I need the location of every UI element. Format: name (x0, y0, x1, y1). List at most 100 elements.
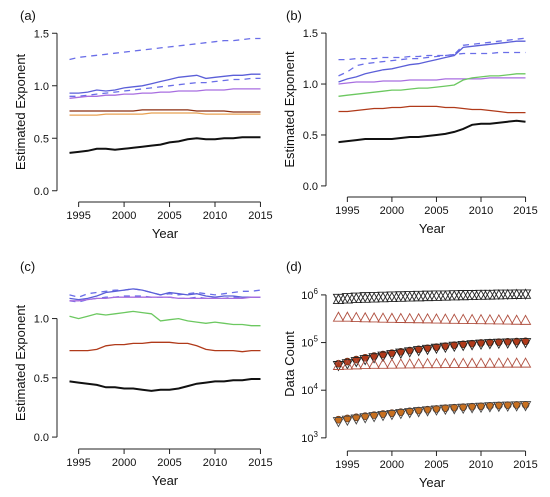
data-point (386, 409, 398, 421)
data-point (332, 293, 345, 304)
data-point (448, 290, 461, 301)
data-point (457, 403, 469, 415)
data-point (512, 401, 521, 409)
panel-2: (b) 1995 2000 2005 2010 2015 Year 0.0 0.5 1.0 1.5 E… (282, 8, 538, 236)
data-point (475, 339, 487, 350)
data-point (368, 353, 380, 364)
y-tick-label: 104 (301, 382, 318, 397)
data-point (466, 340, 478, 351)
y-tick-label: 1.0 (34, 81, 49, 93)
panel-1: (a) 1995 2000 2005 2010 2015 Year 0.0 0.5 1.0 1.5 E… (13, 8, 273, 241)
data-point (386, 312, 398, 323)
data-point (430, 357, 443, 369)
data-point (395, 291, 407, 302)
data-point (501, 288, 514, 300)
data-point (521, 400, 530, 409)
data-point (519, 288, 532, 299)
data-point (484, 289, 496, 301)
data-point (439, 342, 452, 354)
data-point (519, 338, 532, 349)
data-point (350, 358, 363, 370)
data-point (503, 401, 512, 409)
data-point (341, 293, 354, 304)
data-point (359, 358, 371, 370)
panel-label: (b) (286, 8, 302, 23)
data-point (510, 401, 523, 412)
x-axis-title: Year (419, 475, 446, 490)
data-point (386, 358, 398, 369)
y-tick-label: 105 (301, 335, 318, 350)
x-tick-label: 2000 (112, 210, 136, 222)
y-axis-title: Estimated Exponent (13, 304, 28, 421)
x-tick-label: 2000 (380, 205, 404, 217)
series-line (69, 88, 261, 99)
data-point (412, 357, 425, 369)
data-point (495, 401, 503, 410)
data-point (475, 289, 487, 300)
data-point (519, 314, 532, 325)
data-point (510, 289, 523, 300)
data-point (350, 414, 363, 425)
data-point (368, 312, 380, 323)
y-tick-label: 106 (301, 287, 318, 302)
data-point (457, 289, 469, 301)
panel-4: (d) 1995 2000 2005 2010 2015 Year 103 104 105 106 D… (282, 259, 538, 490)
data-point (421, 406, 434, 417)
data-point (332, 311, 345, 322)
data-point (350, 311, 363, 322)
series-line (338, 51, 526, 61)
x-tick-label: 2005 (157, 457, 181, 469)
data-point (448, 404, 461, 415)
data-point (341, 359, 354, 370)
x-tick-label: 2000 (380, 459, 404, 471)
data-point (359, 413, 371, 424)
data-point (430, 313, 443, 324)
data-point (519, 401, 532, 412)
data-point (377, 312, 389, 323)
y-tick-label: 1.5 (34, 28, 49, 40)
x-tick-label: 2005 (424, 205, 448, 217)
data-point (501, 289, 514, 301)
data-point (332, 361, 345, 372)
data-point (519, 357, 532, 368)
data-point (466, 403, 478, 414)
y-axis-title: Estimated Exponent (282, 51, 297, 168)
data-point (368, 292, 380, 303)
x-tick-label: 2015 (248, 457, 272, 469)
data-point (501, 338, 514, 349)
x-axis-title: Year (152, 226, 179, 241)
x-tick-label: 2015 (513, 459, 537, 471)
data-point (493, 288, 505, 300)
data-point (359, 292, 371, 303)
x-tick-label: 1995 (66, 210, 90, 222)
data-point (493, 357, 505, 368)
data-point (457, 290, 469, 301)
data-point (448, 313, 461, 324)
data-point (475, 289, 487, 301)
data-point (475, 313, 487, 325)
data-point (510, 314, 523, 325)
data-point (439, 313, 452, 324)
series-line (69, 378, 261, 392)
data-point (439, 290, 452, 301)
x-tick-label: 1995 (335, 459, 359, 471)
panel-3: (c) 1995 2000 2005 2010 2015 Year 0.0 0.5 1.0 Esti… (13, 259, 273, 488)
y-tick-label: 1.0 (303, 79, 318, 91)
x-axis-title: Year (419, 221, 446, 236)
data-point (493, 338, 505, 350)
y-tick-label: 0.0 (303, 181, 318, 193)
data-point (501, 357, 514, 368)
data-point (466, 313, 478, 325)
y-tick-label: 1.5 (303, 28, 318, 40)
data-point (395, 358, 407, 369)
data-point (350, 357, 363, 368)
data-point (377, 358, 389, 369)
data-point (377, 411, 389, 422)
data-point (493, 314, 505, 325)
data-point (421, 344, 434, 356)
y-tick-label: 103 (301, 430, 318, 445)
x-tick-label: 2005 (424, 459, 448, 471)
data-point (403, 291, 416, 302)
data-point (439, 357, 452, 369)
